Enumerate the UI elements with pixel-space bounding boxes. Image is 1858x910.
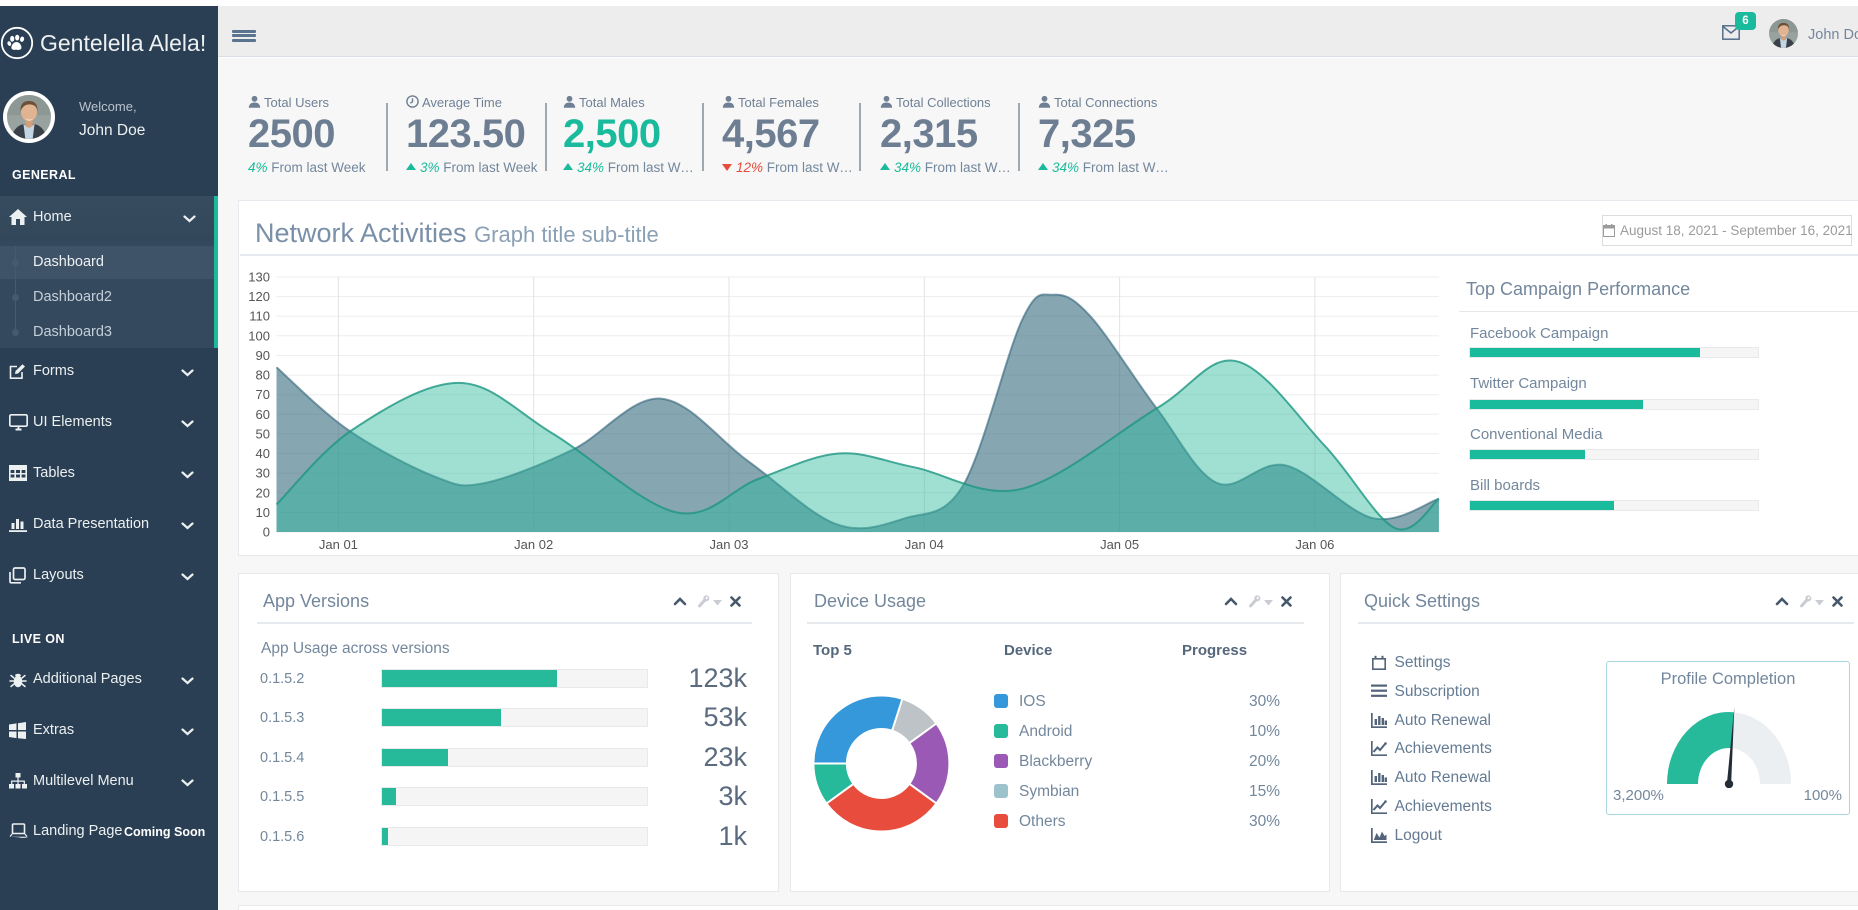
- svg-text:60: 60: [256, 407, 270, 422]
- svg-text:Jan 03: Jan 03: [709, 537, 748, 552]
- svg-text:130: 130: [248, 270, 270, 285]
- svg-text:50: 50: [256, 426, 270, 441]
- svg-text:Jan 01: Jan 01: [319, 537, 358, 552]
- svg-text:70: 70: [256, 387, 270, 402]
- svg-text:0: 0: [263, 525, 270, 540]
- svg-text:Jan 06: Jan 06: [1295, 537, 1334, 552]
- svg-text:Jan 02: Jan 02: [514, 537, 553, 552]
- svg-text:30: 30: [256, 466, 270, 481]
- svg-text:110: 110: [249, 309, 270, 324]
- svg-text:100: 100: [248, 328, 270, 343]
- svg-text:10: 10: [256, 505, 270, 520]
- svg-text:Jan 04: Jan 04: [905, 537, 944, 552]
- svg-text:40: 40: [256, 446, 270, 461]
- svg-text:20: 20: [256, 485, 270, 500]
- svg-text:120: 120: [248, 289, 270, 304]
- svg-text:Jan 05: Jan 05: [1100, 537, 1139, 552]
- svg-text:80: 80: [256, 368, 270, 383]
- svg-text:90: 90: [256, 348, 270, 363]
